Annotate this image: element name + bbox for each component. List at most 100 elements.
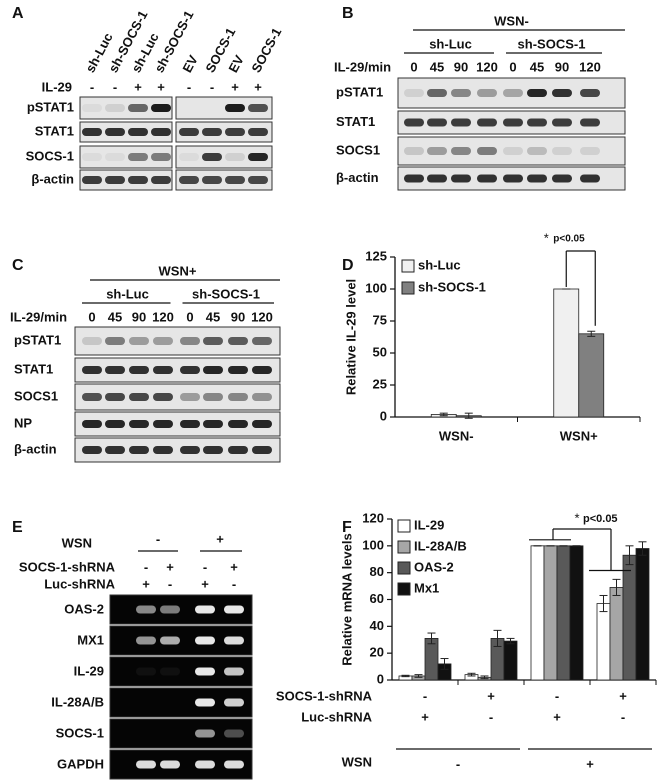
row-label: STAT1	[336, 114, 375, 129]
legend-swatch	[397, 561, 411, 575]
blot-band	[160, 667, 180, 676]
blot-band	[552, 147, 572, 155]
blot-band	[151, 104, 171, 112]
error-bar	[625, 545, 634, 566]
x-tick-label: WSN+	[560, 428, 598, 443]
time-value: 90	[555, 59, 569, 74]
blot-band	[151, 176, 171, 184]
blot-band	[552, 118, 572, 127]
treatment-sign: +	[157, 79, 165, 94]
blot-band	[105, 153, 125, 161]
blot-band	[248, 128, 268, 136]
condition-sign: -	[621, 709, 625, 724]
blot-band	[151, 153, 171, 161]
row-label: SOCS-1	[56, 725, 104, 740]
condition-label: WSN	[62, 535, 92, 550]
legend-label: sh-Luc	[418, 257, 461, 272]
condition-label: Luc-shRNA	[44, 576, 115, 591]
blot-band	[527, 147, 547, 155]
blot-band	[228, 420, 248, 428]
y-axis-label: Relative mRNA levels	[339, 533, 354, 665]
blot-band	[129, 366, 149, 374]
blot-strip	[79, 169, 173, 191]
bar	[596, 603, 611, 681]
condition-label: WSN-	[494, 13, 529, 28]
blot-band	[580, 118, 600, 127]
condition-sign: +	[619, 688, 627, 703]
condition-sign: -	[555, 688, 559, 703]
condition-sign: +	[216, 531, 224, 546]
blot-strip	[79, 145, 173, 169]
error-bar	[612, 578, 621, 596]
time-value: 90	[454, 59, 468, 74]
blot-band	[128, 153, 148, 161]
blot-band	[427, 118, 447, 127]
blot-band	[404, 89, 424, 97]
blot-strip	[175, 96, 273, 120]
condition-label: WSN	[342, 754, 372, 769]
panel-label: D	[342, 257, 354, 274]
condition-sign: -	[156, 531, 160, 546]
row-label: STAT1	[35, 123, 74, 138]
legend-swatch	[397, 519, 411, 533]
blot-band	[203, 446, 223, 454]
legend-label: OAS-2	[414, 559, 454, 574]
blot-band	[248, 153, 268, 161]
treatment-sign: +	[254, 79, 262, 94]
bar	[622, 554, 637, 681]
blot-band	[82, 153, 102, 161]
bar	[578, 333, 605, 418]
time-value: 120	[152, 309, 174, 324]
treatment-sign: +	[231, 79, 239, 94]
blot-band	[580, 89, 600, 97]
time-label: IL-29/min	[10, 309, 67, 324]
blot-band	[105, 104, 125, 112]
blot-band	[105, 393, 125, 401]
y-tick-label: 75	[373, 312, 387, 327]
y-tick-label: 120	[362, 510, 384, 525]
blot-band	[129, 337, 149, 345]
error-bar	[587, 330, 596, 337]
blot-band	[180, 337, 200, 345]
condition-label: Luc-shRNA	[301, 709, 372, 724]
time-value: 0	[88, 309, 95, 324]
blot-band	[160, 636, 180, 645]
blot-band	[105, 337, 125, 345]
blot-band	[195, 605, 215, 614]
treatment-sign: -	[187, 79, 191, 94]
blot-band	[160, 760, 180, 769]
blot-band	[552, 89, 572, 97]
blot-band	[225, 104, 245, 112]
blot-band	[451, 89, 471, 97]
error-bar	[401, 674, 410, 678]
treatment-label: IL-29	[42, 79, 72, 94]
blot-band	[105, 176, 125, 184]
blot-strip	[109, 718, 253, 749]
x-tick-label: WSN-	[439, 428, 474, 443]
y-tick-label: 20	[370, 645, 384, 660]
bar	[543, 545, 558, 681]
blot-band	[153, 366, 173, 374]
annotation-mark: *	[544, 230, 549, 245]
blot-band	[202, 128, 222, 136]
blot-band	[404, 147, 424, 155]
condition-sign: -	[456, 756, 460, 771]
bar	[424, 638, 439, 681]
error-bar	[638, 541, 647, 556]
y-tick-label: 25	[373, 376, 387, 391]
blot-band	[202, 176, 222, 184]
row-label: SOCS1	[336, 142, 380, 157]
blot-band	[129, 446, 149, 454]
blot-band	[580, 147, 600, 155]
condition-sign: +	[201, 576, 209, 591]
blot-band	[179, 128, 199, 136]
legend-swatch	[401, 281, 415, 295]
blot-band	[224, 760, 244, 769]
blot-band	[195, 698, 215, 707]
error-bar	[439, 412, 448, 417]
blot-band	[153, 393, 173, 401]
y-tick-label: 40	[370, 618, 384, 633]
panel-label: A	[12, 5, 24, 22]
blot-band	[195, 636, 215, 645]
blot-band	[179, 176, 199, 184]
